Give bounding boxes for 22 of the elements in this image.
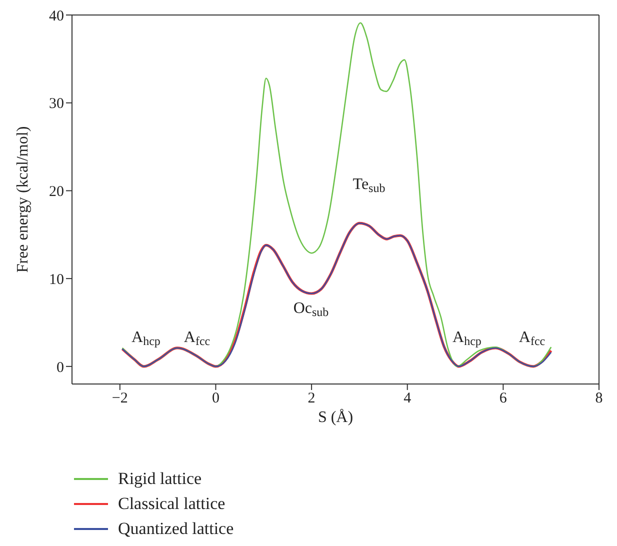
annotation: A$_{fcc}$ <box>184 328 210 348</box>
y-tick-label: 30 <box>49 96 64 112</box>
x-tick-label: −2 <box>112 390 128 407</box>
legend-label: Quantized lattice <box>118 518 234 538</box>
annotation: A$_{fcc}$ <box>518 328 546 348</box>
annotation: A$_{hcp}$ <box>132 328 160 348</box>
x-tick-label: 0 <box>212 390 220 407</box>
legend-label: Classical lattice <box>118 494 226 514</box>
y-tick-label: 20 <box>49 184 64 200</box>
x-tick-label: 6 <box>499 390 508 407</box>
y-tick-label: 10 <box>49 272 64 288</box>
x-axis-title: S (Å) <box>318 408 354 426</box>
x-tick-label: 2 <box>308 390 316 407</box>
x-tick-label: 4 <box>404 390 412 407</box>
legend-label: Rigid lattice <box>118 468 202 488</box>
y-axis-title: Free energy (kcal/mol) <box>14 126 32 273</box>
annotation: A$_{hcp}$ <box>452 328 482 348</box>
x-tick-label: 8 <box>595 390 603 407</box>
annotation: Oc$_{sub}$ <box>293 300 329 319</box>
y-tick-label: 40 <box>49 8 64 24</box>
annotation: Te$_{sub}$ <box>352 176 386 195</box>
y-tick-label: 0 <box>56 360 64 376</box>
